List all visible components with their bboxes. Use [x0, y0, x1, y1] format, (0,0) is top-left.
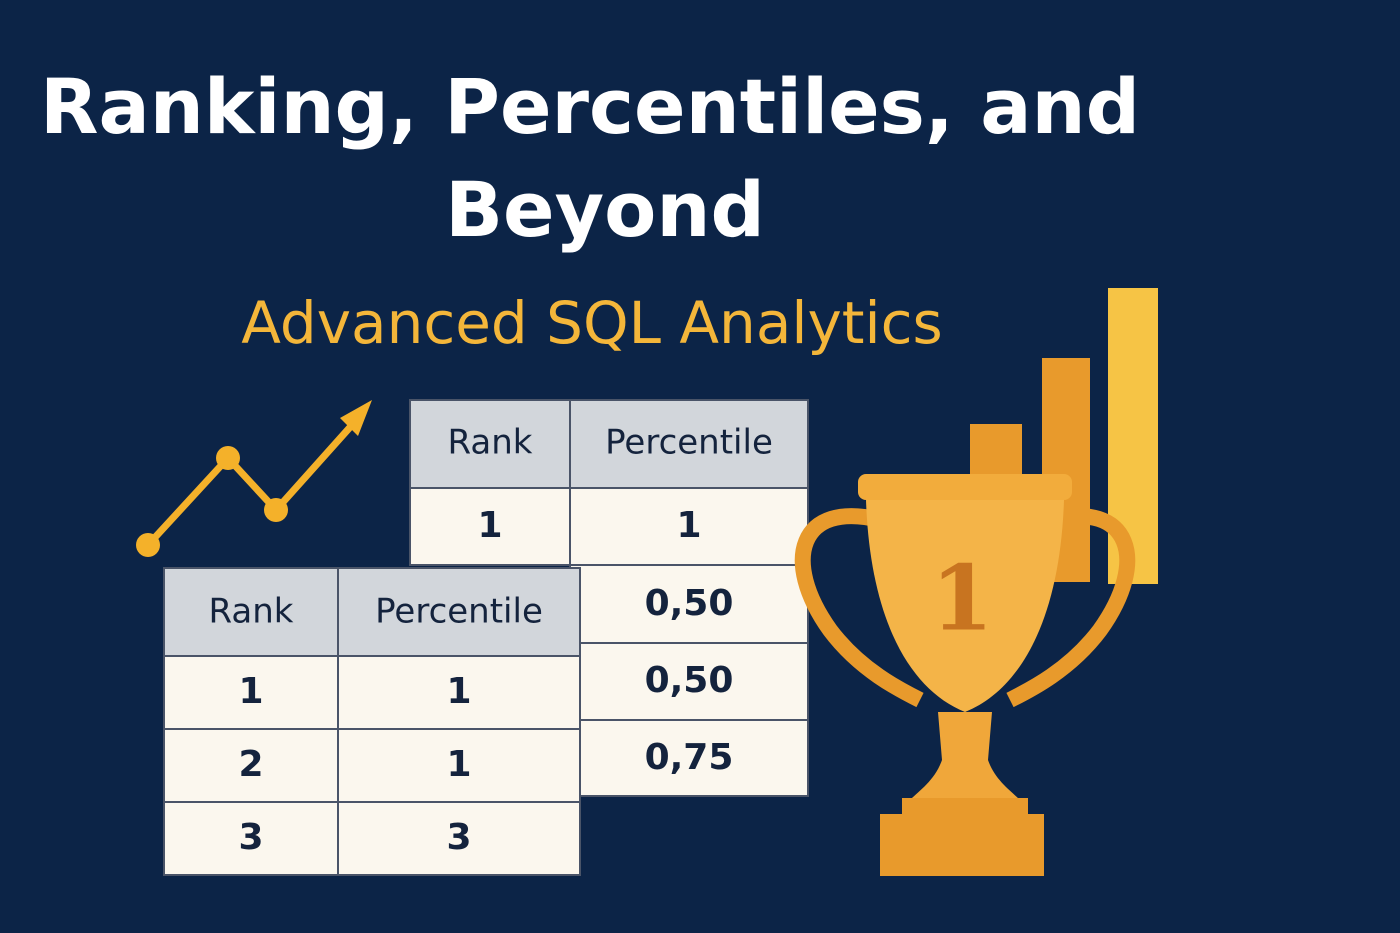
cell: 2: [238, 744, 263, 785]
header: Rank: [209, 592, 294, 632]
cell: 3: [238, 817, 263, 858]
title: Beyond: [445, 165, 765, 254]
cell: 1: [446, 744, 471, 785]
trophy: 1: [794, 288, 1158, 876]
cell: 1: [477, 505, 502, 546]
header: Percentile: [375, 592, 543, 632]
cell: 3: [446, 817, 471, 858]
back-table: Rank Percentile 1 1 0,50 0,50 0,75: [409, 399, 809, 797]
header: Percentile: [605, 423, 773, 463]
trophy-label: 1: [931, 546, 994, 652]
cell: 1: [238, 671, 263, 712]
cell: 0,50: [645, 583, 734, 624]
front-table: Rank Percentile 1 1 2 1 3 3: [163, 567, 581, 876]
cell: 0,50: [645, 660, 734, 701]
subtitle: Advanced SQL Analytics: [241, 289, 943, 357]
cell: 0,75: [645, 737, 734, 778]
title: Ranking, Percentiles, and: [40, 62, 1140, 151]
cell: 1: [446, 671, 471, 712]
line-icon: [136, 400, 372, 557]
cell: 1: [676, 505, 701, 546]
header: Rank: [448, 423, 533, 463]
